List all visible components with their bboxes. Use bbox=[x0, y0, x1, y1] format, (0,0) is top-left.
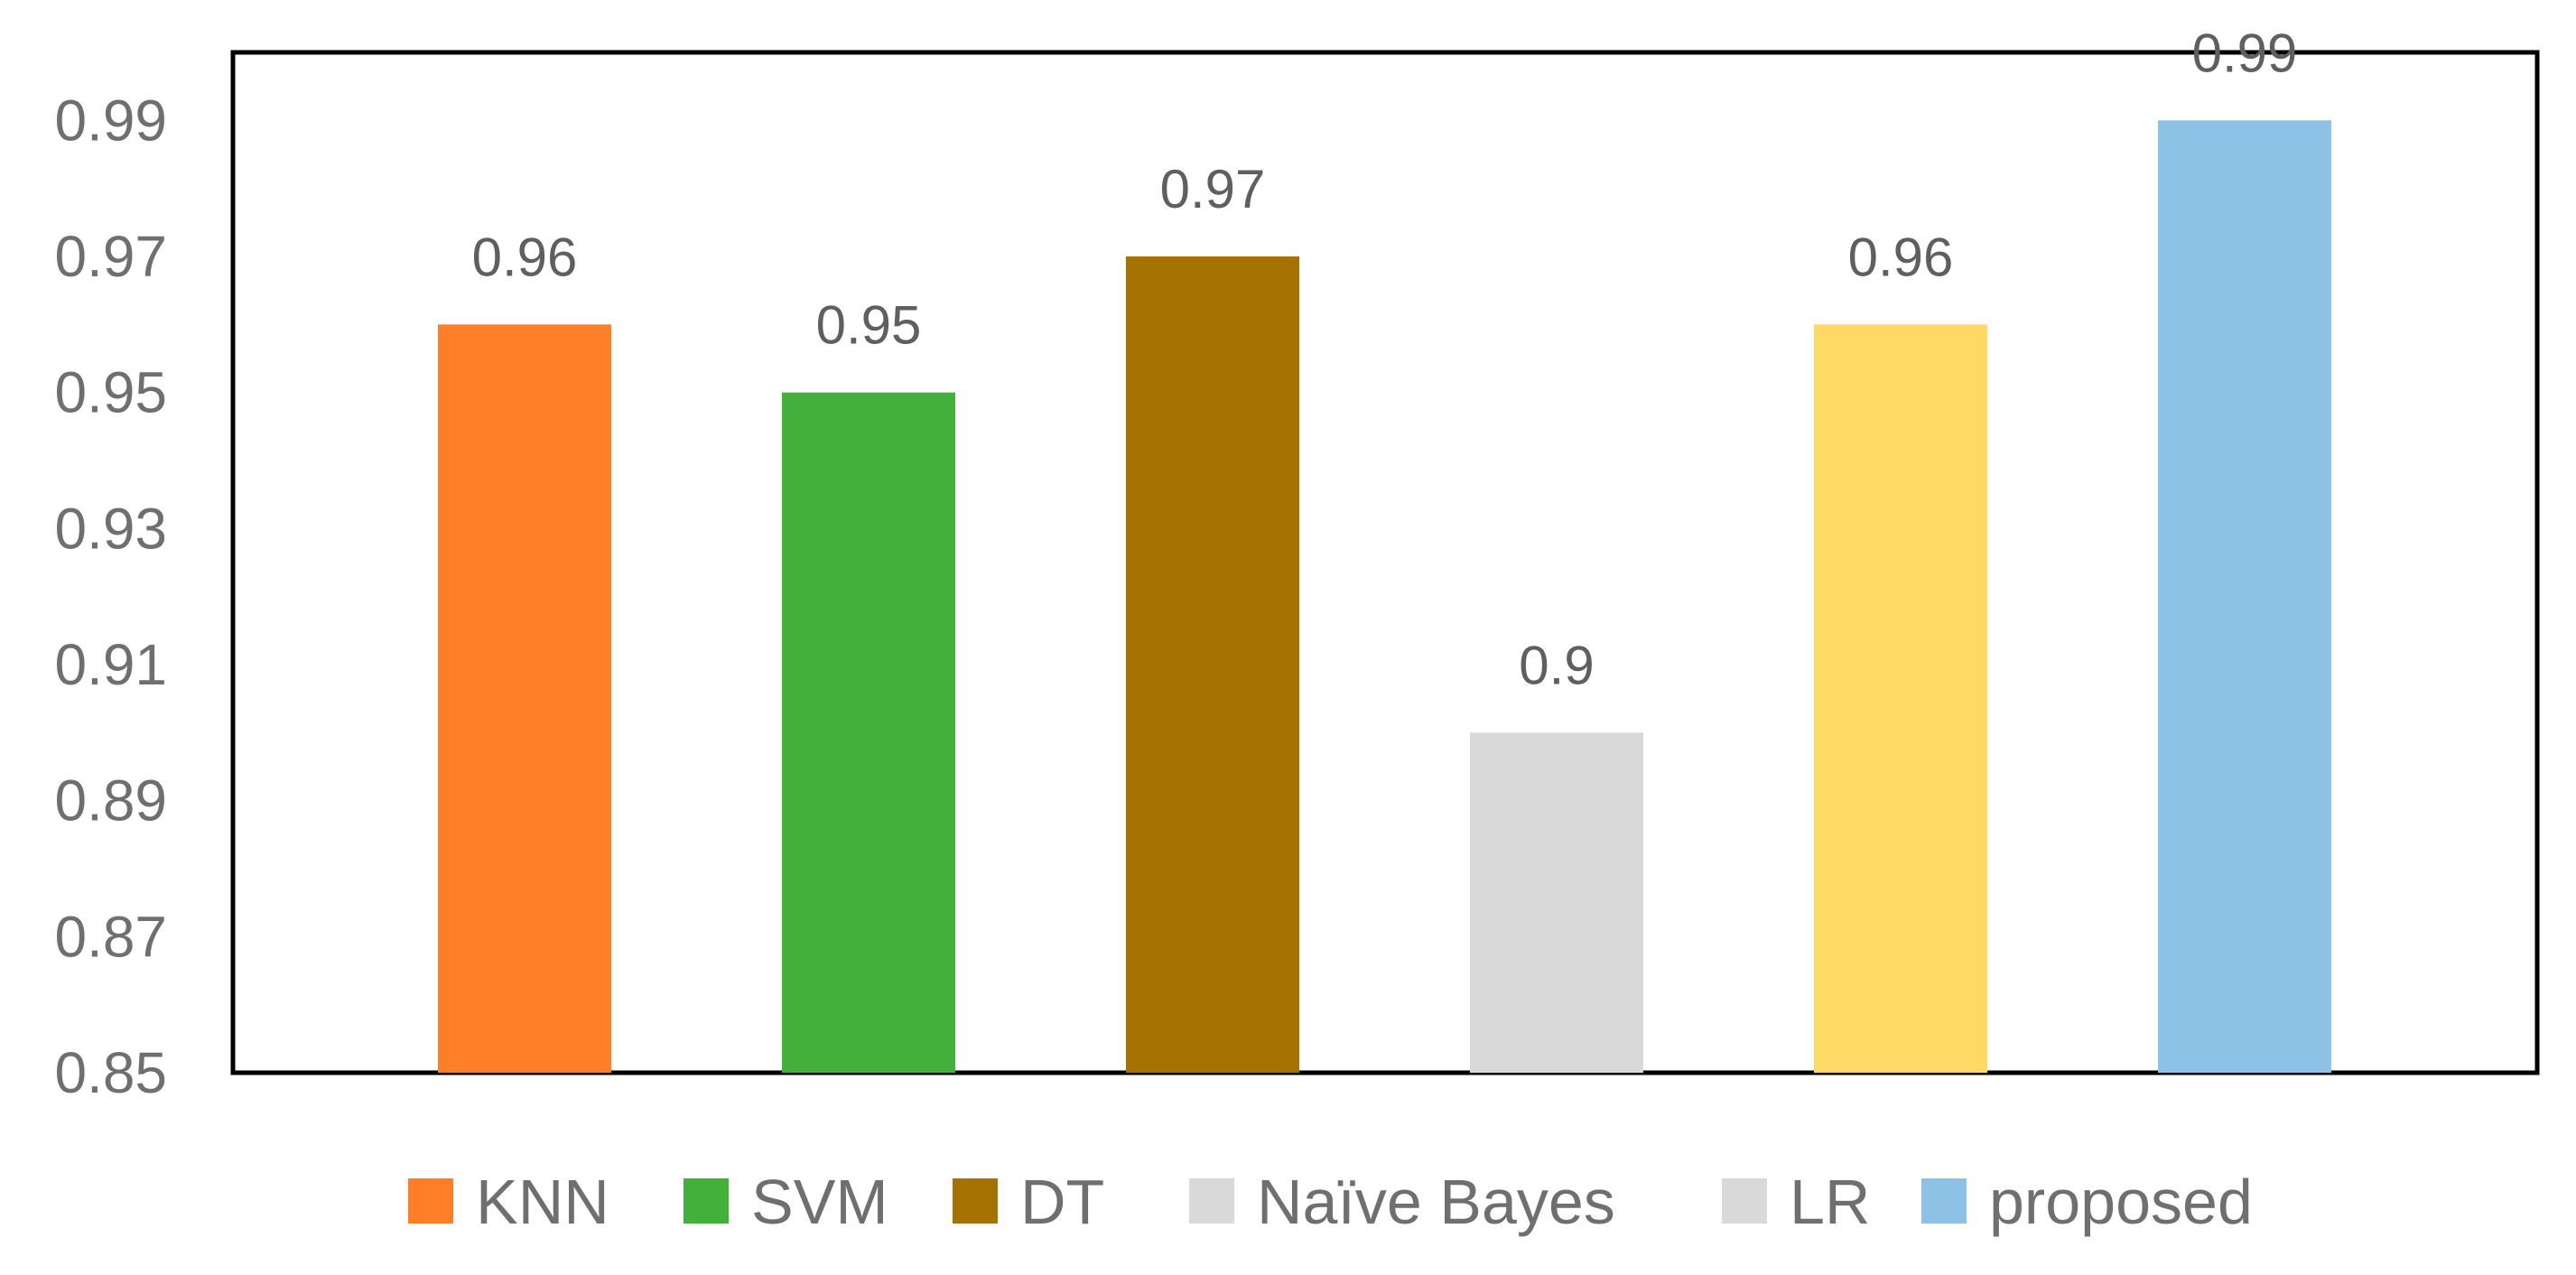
bar-knn bbox=[438, 324, 611, 1073]
data-label: 0.96 bbox=[1848, 227, 1954, 287]
y-tick-label: 0.93 bbox=[54, 496, 167, 561]
bar-svm bbox=[782, 392, 955, 1074]
y-tick-label: 0.85 bbox=[54, 1040, 167, 1105]
data-label: 0.99 bbox=[2192, 23, 2298, 83]
legend-swatch bbox=[684, 1178, 729, 1224]
legend-label: proposed bbox=[1989, 1167, 2253, 1237]
legend-swatch bbox=[408, 1178, 453, 1224]
y-tick-label: 0.87 bbox=[54, 904, 167, 969]
legend-label: KNN bbox=[476, 1167, 609, 1237]
bar-lr bbox=[1814, 324, 1987, 1073]
legend-swatch bbox=[1722, 1178, 1767, 1224]
y-tick-label: 0.89 bbox=[54, 768, 167, 833]
bar-dt bbox=[1126, 256, 1299, 1073]
legend-swatch bbox=[1921, 1178, 1967, 1224]
y-tick-label: 0.95 bbox=[54, 360, 167, 425]
data-label: 0.95 bbox=[816, 295, 922, 356]
bar-proposed bbox=[2158, 120, 2331, 1073]
data-label: 0.9 bbox=[1519, 635, 1594, 695]
legend-label: DT bbox=[1020, 1167, 1104, 1237]
data-label: 0.96 bbox=[472, 227, 578, 287]
y-tick-label: 0.91 bbox=[54, 632, 167, 697]
legend-label: SVM bbox=[751, 1167, 888, 1237]
legend-label: Naïve Bayes bbox=[1257, 1167, 1615, 1237]
bar-na-ve-bayes bbox=[1470, 732, 1643, 1073]
y-tick-label: 0.97 bbox=[54, 224, 167, 289]
legend-label: LR bbox=[1790, 1167, 1870, 1237]
legend-swatch bbox=[953, 1178, 998, 1224]
plot-frame bbox=[230, 50, 2540, 1075]
legend-swatch bbox=[1189, 1178, 1234, 1224]
data-label: 0.97 bbox=[1160, 159, 1266, 219]
y-tick-label: 0.99 bbox=[54, 88, 167, 153]
